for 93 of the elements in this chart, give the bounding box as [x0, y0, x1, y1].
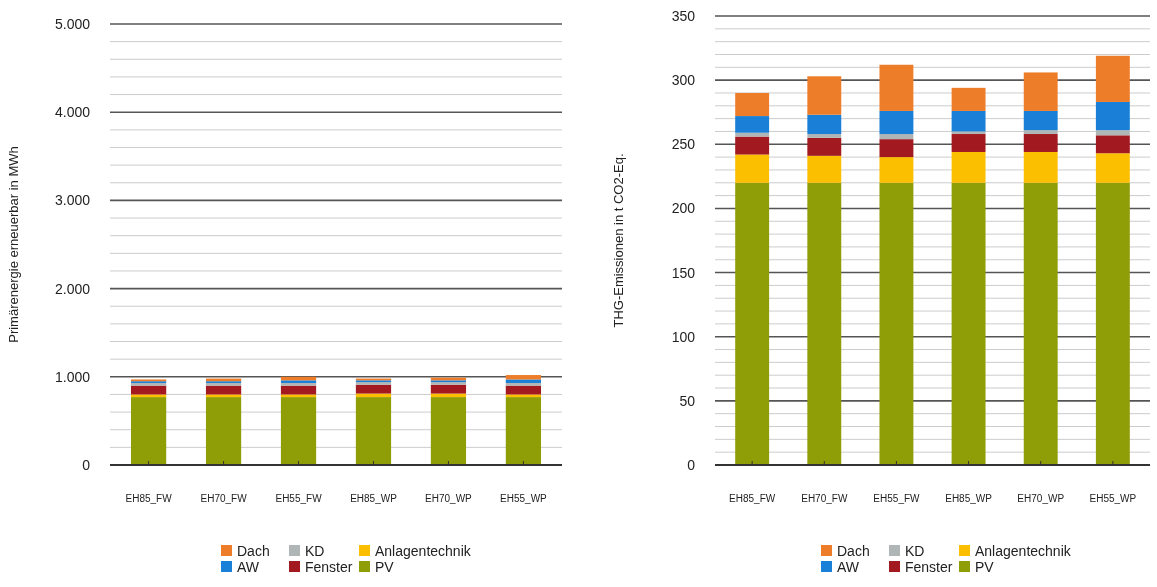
- y-tick-label: 5.000: [54, 15, 91, 32]
- legend-label: Anlagentechnik: [975, 543, 1072, 559]
- y-tick-label: 50: [679, 392, 696, 409]
- x-tick-label: EH55_FW: [873, 493, 921, 505]
- bar: [205, 394, 242, 398]
- bar: [430, 384, 467, 394]
- bar: [951, 131, 986, 135]
- bar: [735, 136, 770, 155]
- bar: [280, 385, 317, 395]
- legend-label: Dach: [837, 543, 870, 559]
- legend-label: Fenster: [305, 559, 353, 575]
- bar: [807, 137, 842, 156]
- x-tick-label: EH85_FW: [729, 493, 776, 505]
- y-tick-label: 1.000: [54, 368, 91, 385]
- bar: [205, 385, 242, 395]
- bar: [879, 157, 914, 183]
- bar: [130, 394, 167, 398]
- y-axis-title: Primärenergie erneuerbar in MWh: [6, 146, 21, 343]
- bar: [807, 76, 842, 115]
- y-tick-label: 250: [671, 136, 696, 153]
- bar: [430, 397, 467, 465]
- y-tick-label: 150: [671, 264, 696, 281]
- bar: [807, 155, 842, 183]
- bar: [205, 397, 242, 465]
- bar: [1023, 72, 1058, 111]
- bar: [951, 182, 986, 465]
- y-axis-title: THG-Emissionen in t CO2-Eq.: [611, 153, 626, 328]
- bar: [1023, 151, 1058, 183]
- bar: [879, 64, 914, 111]
- x-tick-label: EH85_WP: [945, 493, 993, 505]
- bar: [735, 92, 770, 117]
- bar: [807, 134, 842, 138]
- bar: [1095, 55, 1130, 102]
- bar: [951, 134, 986, 152]
- bar: [735, 132, 770, 137]
- legend-label: PV: [375, 559, 395, 575]
- bar: [355, 384, 392, 394]
- bar: [735, 154, 770, 183]
- bar: [879, 134, 914, 140]
- bar: [951, 110, 986, 132]
- bar: [1023, 130, 1058, 135]
- y-tick-label: 350: [671, 7, 696, 24]
- bar: [130, 385, 167, 395]
- legend-label: Dach: [237, 543, 270, 559]
- bar: [1095, 153, 1130, 183]
- x-tick-label: EH70_FW: [200, 493, 248, 505]
- legend-label: Fenster: [905, 559, 953, 575]
- legend-label: Anlagentechnik: [375, 543, 472, 559]
- bar: [807, 182, 842, 465]
- bar: [505, 375, 542, 380]
- y-tick-label: 0: [82, 456, 91, 473]
- bar: [807, 114, 842, 135]
- bar: [130, 397, 167, 465]
- x-tick-label: EH70_WP: [425, 493, 473, 505]
- bar: [951, 87, 986, 111]
- bar: [879, 139, 914, 158]
- y-tick-label: 300: [671, 72, 696, 89]
- bar: [1095, 130, 1130, 136]
- x-tick-label: EH85_FW: [125, 493, 173, 505]
- bar: [505, 397, 542, 465]
- bar: [1095, 135, 1130, 154]
- y-tick-label: 200: [671, 200, 696, 217]
- legend-label: PV: [975, 559, 995, 575]
- x-tick-label: EH55_WP: [500, 493, 548, 505]
- bar: [879, 182, 914, 465]
- legend-label: AW: [837, 559, 860, 575]
- y-tick-label: 100: [671, 328, 696, 345]
- legend-label: KD: [305, 543, 325, 559]
- x-tick-label: EH55_FW: [275, 493, 323, 505]
- x-tick-label: EH70_WP: [1017, 493, 1065, 505]
- y-tick-label: 4.000: [54, 104, 91, 121]
- y-tick-label: 3.000: [54, 192, 91, 209]
- bar: [280, 394, 317, 398]
- x-tick-label: EH70_FW: [801, 493, 848, 505]
- bar: [735, 182, 770, 465]
- bar: [951, 151, 986, 183]
- x-tick-label: EH85_WP: [350, 493, 398, 505]
- bar: [735, 116, 770, 133]
- bar: [505, 394, 542, 398]
- bar: [505, 385, 542, 395]
- bar: [1023, 182, 1058, 465]
- bar: [879, 110, 914, 135]
- bar: [1095, 101, 1130, 131]
- bar: [1023, 134, 1058, 152]
- bar: [1023, 110, 1058, 131]
- y-tick-label: 2.000: [54, 280, 91, 297]
- x-tick-label: EH55_WP: [1089, 493, 1137, 505]
- legend-label: KD: [905, 543, 925, 559]
- bar: [280, 397, 317, 465]
- legend-label: AW: [237, 559, 260, 575]
- y-tick-label: 0: [687, 456, 696, 473]
- bar: [355, 397, 392, 465]
- bar: [1095, 182, 1130, 465]
